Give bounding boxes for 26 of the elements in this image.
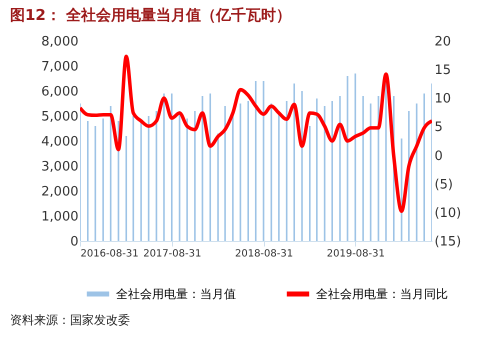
y-tick-label: 7,000 [41,60,78,74]
y-tick-label: 2,000 [41,184,78,200]
x-tick-label: 2016-08-31 [80,248,139,260]
y2-tick-label: 10 [434,92,452,107]
line-series [80,54,432,214]
y2-tick-label: (15) [434,234,462,250]
y2-tick-label: (5) [434,177,453,192]
text: 资料来源：国家发改委 [10,313,130,327]
y-tick-label: 6,000 [41,84,78,100]
y2-tick-label: 15 [434,63,452,78]
y-tick-label: 4,000 [41,134,78,150]
y-tick-label: 5,000 [41,110,78,124]
x-tick-label: 2018-08-31 [234,248,294,260]
y-tick-label: 0 [70,234,78,250]
x-tick-label: 2017-08-31 [143,248,202,260]
y2-tick-label: 0 [434,148,443,164]
legend-label: 全社会用电量：当月同比 [316,287,448,301]
legend-label: 全社会用电量：当月值 [116,287,236,301]
y2-tick-label: (10) [434,206,462,221]
y2-tick-label: 5 [434,120,443,136]
y-tick-label: 3,000 [41,160,78,174]
y-tick-label: 8,000 [41,34,78,50]
chart-title: 图12： 全社会用电量当月值（亿千瓦时） [10,6,292,24]
x-tick-label: 2019-08-31 [326,248,385,260]
y-tick-label: 1,000 [41,210,78,224]
y2-tick-label: 20 [434,34,452,50]
